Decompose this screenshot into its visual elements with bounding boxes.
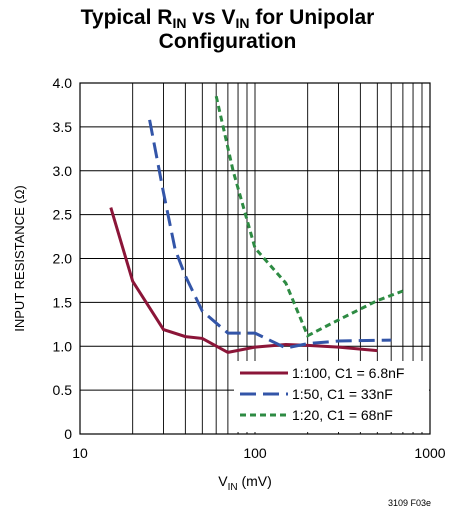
y-tick-label: 1.0 (53, 338, 73, 354)
y-axis-tick-labels: 0 0.5 1.0 1.5 2.0 2.5 3.0 3.5 4.0 (53, 75, 73, 442)
legend-label-1: 1:100, C1 = 6.8nF (292, 365, 404, 381)
title-line-1: Typical RIN vs VIN for Unipolar (80, 6, 375, 31)
y-axis-label: INPUT RESISTANCE (Ω) (12, 185, 27, 331)
x-tick-label: 1000 (414, 445, 445, 461)
legend-label-2: 1:50, C1 = 33nF (292, 386, 393, 402)
x-axis-tick-labels: 10 100 1000 (72, 445, 446, 461)
legend-label-3: 1:20, C1 = 68nF (292, 407, 393, 423)
series-line-2 (148, 119, 392, 350)
figure-id: 3109 F03e (387, 498, 431, 508)
y-tick-label: 1.5 (53, 294, 73, 310)
y-tick-label: 0.5 (53, 382, 73, 398)
legend: 1:100, C1 = 6.8nF 1:50, C1 = 33nF 1:20, C1… (234, 361, 429, 432)
chart-title: Typical RIN vs VIN for Unipolar Configur… (0, 6, 455, 54)
y-tick-label: 3.0 (53, 163, 73, 179)
x-tick-label: 10 (72, 445, 88, 461)
y-tick-label: 2.5 (53, 207, 73, 223)
y-tick-label: 0 (64, 426, 72, 442)
title-line-2: Configuration (158, 30, 297, 53)
plot-frame (79, 82, 431, 435)
series-line-1 (109, 207, 378, 354)
y-tick-label: 2.0 (53, 251, 73, 267)
x-axis-label: VIN (mV) (218, 473, 272, 493)
y-tick-label: 4.0 (53, 75, 73, 91)
y-tick-label: 3.5 (53, 119, 73, 135)
series-line-3 (214, 95, 404, 338)
x-tick-label: 100 (243, 445, 267, 461)
series-lines (109, 95, 404, 354)
